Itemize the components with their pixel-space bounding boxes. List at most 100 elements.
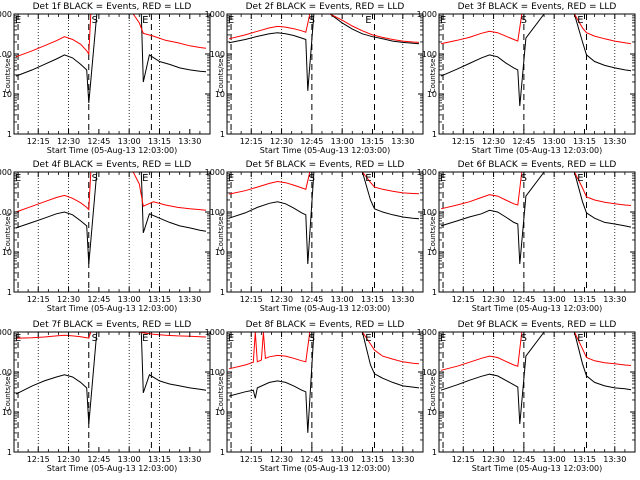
x-tick-label: 12:30 bbox=[270, 455, 293, 464]
x-tick-label: 12:45 bbox=[87, 137, 110, 146]
panel-title: Det 9f BLACK = Events, RED = LLD bbox=[458, 320, 617, 330]
x-axis-label: Start Time (05-Aug-13 12:03:00) bbox=[47, 304, 178, 313]
y-tick-label: 10 bbox=[2, 90, 12, 99]
x-tick-label: 13:00 bbox=[118, 455, 141, 464]
series-events-line bbox=[15, 332, 207, 425]
x-tick-label: 12:15 bbox=[27, 295, 50, 304]
marker-label: E bbox=[577, 173, 583, 184]
x-tick-label: 12:15 bbox=[27, 455, 50, 464]
y-axis-label: Counts/sec bbox=[429, 213, 437, 252]
x-axis-label: Start Time (05-Aug-13 12:03:00) bbox=[47, 146, 178, 155]
marker-label: S bbox=[309, 173, 315, 184]
x-tick-label: 12:45 bbox=[300, 455, 323, 464]
panel-title: Det 8f BLACK = Events, RED = LLD bbox=[246, 320, 405, 330]
x-tick-label: 12:15 bbox=[240, 455, 263, 464]
panel-title: Det 4f BLACK = Events, RED = LLD bbox=[33, 160, 192, 170]
y-tick-label: 100 bbox=[0, 50, 12, 59]
marker-label: E bbox=[440, 15, 446, 26]
marker-label: E bbox=[577, 333, 583, 344]
marker-label: S bbox=[92, 173, 98, 184]
series-events-line bbox=[228, 172, 420, 265]
det-6f-panel: Det 6f BLACK = Events, RED = LLD Counts/s… bbox=[417, 160, 636, 313]
x-tick-label: 12:45 bbox=[512, 455, 535, 464]
det-5f-panel: Det 5f BLACK = Events, RED = LLD Counts/s… bbox=[205, 160, 424, 313]
y-tick-label: 100 bbox=[210, 208, 225, 217]
y-tick-label: 1 bbox=[220, 448, 225, 457]
x-tick-label: 13:15 bbox=[361, 455, 384, 464]
x-tick-label: 12:30 bbox=[482, 295, 505, 304]
y-axis-label: Counts/sec bbox=[217, 213, 225, 252]
plot-frame bbox=[13, 171, 211, 293]
x-tick-label: 13:30 bbox=[391, 137, 414, 146]
x-tick-label: 12:45 bbox=[300, 295, 323, 304]
x-tick-label: 13:00 bbox=[543, 137, 566, 146]
x-tick-label: 13:15 bbox=[361, 137, 384, 146]
y-axis-label: Counts/sec bbox=[429, 373, 437, 412]
y-tick-label: 1 bbox=[7, 288, 12, 297]
y-tick-label: 10 bbox=[215, 248, 225, 257]
plot-frame bbox=[438, 171, 636, 293]
y-tick-label: 1 bbox=[7, 130, 12, 139]
panel-title: Det 5f BLACK = Events, RED = LLD bbox=[246, 160, 405, 170]
marker-label: E bbox=[365, 15, 371, 26]
panel-title: Det 7f BLACK = Events, RED = LLD bbox=[33, 320, 192, 330]
panel-title: Det 1f BLACK = Events, RED = LLD bbox=[33, 2, 192, 12]
x-tick-label: 13:30 bbox=[603, 455, 626, 464]
y-tick-label: 10 bbox=[427, 248, 437, 257]
x-tick-label: 12:45 bbox=[300, 137, 323, 146]
x-tick-label: 13:30 bbox=[391, 455, 414, 464]
y-tick-label: 1 bbox=[432, 448, 437, 457]
y-tick-label: 1 bbox=[220, 288, 225, 297]
plot-frame bbox=[438, 331, 636, 453]
plot-frame bbox=[13, 13, 211, 135]
marker-label: S bbox=[92, 333, 98, 344]
series-events-line bbox=[15, 14, 207, 103]
y-tick-label: 10 bbox=[427, 90, 437, 99]
y-tick-label: 1000 bbox=[417, 328, 437, 337]
series-lld-line bbox=[228, 14, 420, 43]
x-tick-label: 12:15 bbox=[452, 137, 475, 146]
x-tick-label: 13:00 bbox=[331, 455, 354, 464]
y-tick-label: 1000 bbox=[205, 168, 225, 177]
x-tick-label: 13:30 bbox=[178, 455, 201, 464]
x-axis-label: Start Time (05-Aug-13 12:03:00) bbox=[260, 304, 391, 313]
marker-label: E bbox=[228, 173, 234, 184]
det-4f-panel: Det 4f BLACK = Events, RED = LLD Counts/s… bbox=[0, 160, 211, 313]
x-axis-label: Start Time (05-Aug-13 12:03:00) bbox=[260, 146, 391, 155]
x-axis-label: Start Time (05-Aug-13 12:03:00) bbox=[47, 464, 178, 473]
y-tick-label: 1000 bbox=[0, 168, 12, 177]
series-lld-line bbox=[15, 172, 207, 213]
series-lld-line bbox=[228, 172, 420, 195]
x-tick-label: 13:00 bbox=[331, 137, 354, 146]
y-tick-label: 10 bbox=[215, 90, 225, 99]
panel-title: Det 6f BLACK = Events, RED = LLD bbox=[458, 160, 617, 170]
x-tick-label: 13:30 bbox=[603, 137, 626, 146]
y-tick-label: 100 bbox=[422, 208, 437, 217]
y-tick-label: 1000 bbox=[417, 10, 437, 19]
x-tick-label: 12:30 bbox=[57, 137, 80, 146]
x-axis-label: Start Time (05-Aug-13 12:03:00) bbox=[260, 464, 391, 473]
x-tick-label: 13:30 bbox=[178, 295, 201, 304]
panel-title: Det 3f BLACK = Events, RED = LLD bbox=[458, 2, 617, 12]
y-tick-label: 1 bbox=[220, 130, 225, 139]
y-tick-label: 100 bbox=[0, 368, 12, 377]
x-tick-label: 12:15 bbox=[240, 295, 263, 304]
x-tick-label: 12:30 bbox=[270, 295, 293, 304]
y-tick-label: 1 bbox=[7, 448, 12, 457]
y-tick-label: 1000 bbox=[0, 10, 12, 19]
x-tick-label: 13:15 bbox=[148, 455, 171, 464]
x-tick-label: 12:15 bbox=[240, 137, 263, 146]
series-lld-line bbox=[440, 332, 632, 371]
series-lld-line bbox=[440, 14, 632, 45]
y-tick-label: 10 bbox=[427, 408, 437, 417]
y-tick-label: 1 bbox=[432, 130, 437, 139]
x-tick-label: 12:30 bbox=[57, 455, 80, 464]
x-tick-label: 12:15 bbox=[452, 295, 475, 304]
series-lld-line bbox=[228, 332, 420, 370]
x-tick-label: 12:15 bbox=[452, 455, 475, 464]
x-tick-label: 13:00 bbox=[118, 295, 141, 304]
y-tick-label: 100 bbox=[422, 50, 437, 59]
x-tick-label: 13:15 bbox=[573, 295, 596, 304]
marker-label: S bbox=[309, 15, 315, 26]
det-7f-panel: Det 7f BLACK = Events, RED = LLD Counts/s… bbox=[0, 320, 211, 473]
